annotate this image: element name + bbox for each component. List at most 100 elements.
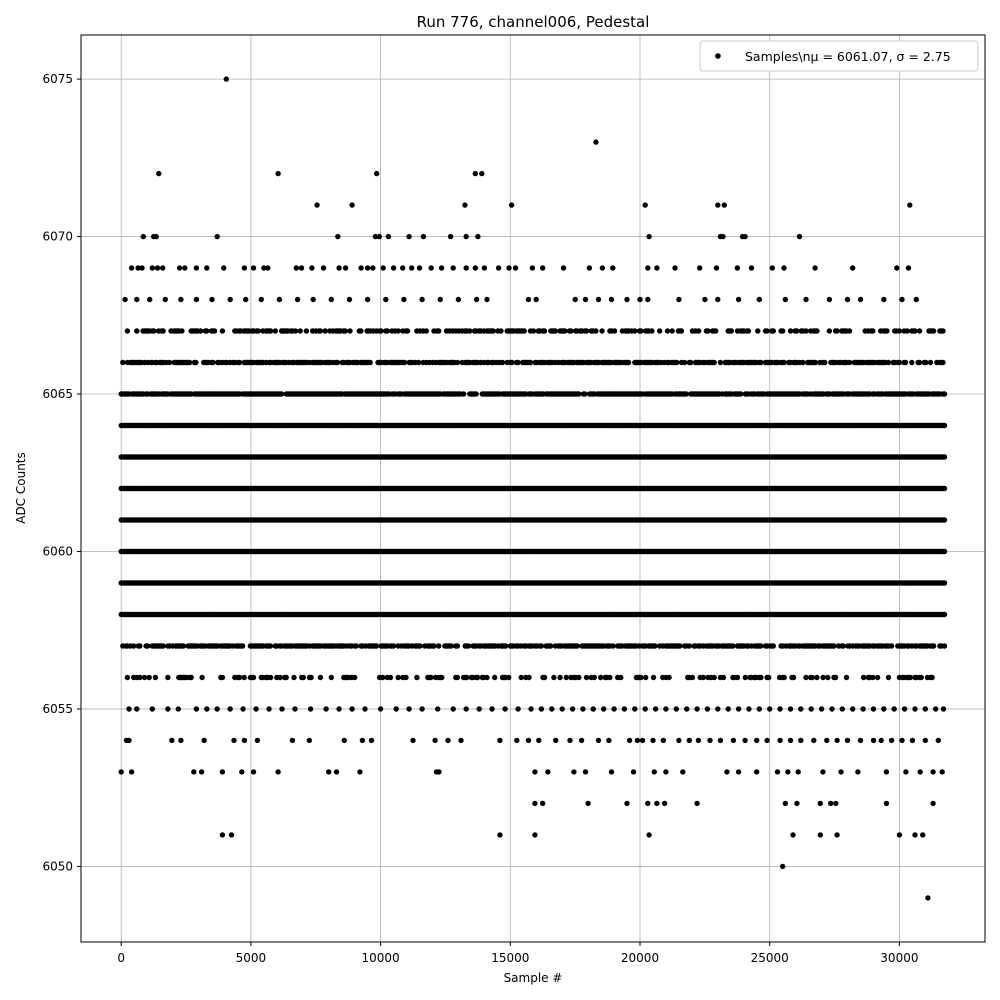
data-point bbox=[674, 359, 680, 366]
data-point bbox=[730, 643, 736, 649]
data-point bbox=[563, 674, 569, 681]
data-point bbox=[650, 674, 657, 681]
data-point bbox=[918, 674, 924, 681]
data-point bbox=[941, 643, 948, 649]
data-point bbox=[652, 643, 658, 649]
data-point bbox=[291, 674, 297, 681]
data-point bbox=[239, 643, 246, 649]
data-point bbox=[278, 391, 285, 397]
data-point bbox=[199, 674, 205, 681]
data-point bbox=[152, 674, 159, 681]
data-point bbox=[814, 674, 820, 681]
data-point bbox=[803, 674, 809, 681]
data-point bbox=[860, 674, 867, 681]
data-point bbox=[711, 674, 717, 681]
data-point bbox=[941, 548, 948, 555]
data-point bbox=[454, 674, 461, 681]
data-point bbox=[820, 674, 826, 681]
data-point bbox=[770, 643, 776, 649]
data-point bbox=[758, 643, 764, 649]
data-point bbox=[515, 359, 521, 366]
data-point bbox=[930, 643, 937, 649]
data-point bbox=[165, 674, 171, 681]
data-point bbox=[352, 674, 358, 681]
data-point bbox=[145, 643, 151, 649]
data-point bbox=[941, 391, 948, 397]
data-point bbox=[328, 674, 334, 681]
data-point bbox=[638, 674, 644, 681]
data-point bbox=[187, 359, 193, 366]
data-point bbox=[436, 643, 442, 649]
data-point bbox=[219, 674, 226, 681]
data-point bbox=[870, 674, 876, 681]
data-point bbox=[538, 643, 545, 649]
data-point bbox=[454, 643, 461, 649]
data-point bbox=[367, 359, 373, 366]
data-point bbox=[557, 674, 563, 681]
data-point bbox=[460, 391, 467, 397]
data-point bbox=[576, 674, 582, 681]
data-point bbox=[250, 674, 257, 681]
data-point bbox=[387, 674, 394, 681]
data-point bbox=[390, 643, 397, 649]
data-point bbox=[843, 674, 850, 681]
data-point bbox=[643, 674, 649, 681]
data-point bbox=[840, 643, 847, 649]
data-point bbox=[403, 674, 409, 681]
data-point bbox=[353, 643, 359, 649]
data-point bbox=[267, 643, 274, 649]
data-point bbox=[431, 643, 437, 649]
data-point bbox=[766, 674, 772, 681]
data-point bbox=[574, 643, 580, 649]
data-point bbox=[576, 391, 582, 397]
data-point bbox=[193, 359, 199, 366]
data-point bbox=[683, 391, 689, 397]
data-point bbox=[334, 359, 341, 366]
data-point bbox=[781, 674, 787, 681]
data-point bbox=[527, 359, 534, 366]
data-point bbox=[758, 674, 764, 681]
data-point bbox=[267, 674, 274, 681]
data-point bbox=[180, 643, 187, 649]
data-point bbox=[473, 391, 479, 397]
data-point bbox=[439, 674, 445, 681]
data-point bbox=[720, 674, 727, 681]
data-point bbox=[474, 674, 481, 681]
data-point bbox=[907, 674, 913, 681]
data-point bbox=[548, 643, 554, 649]
data-point bbox=[737, 391, 744, 397]
data-point bbox=[941, 517, 948, 523]
data-point bbox=[141, 674, 148, 681]
data-point bbox=[591, 674, 597, 681]
data-point bbox=[414, 674, 420, 681]
data-point bbox=[607, 674, 613, 681]
data-point bbox=[137, 643, 143, 649]
data-point bbox=[874, 674, 881, 681]
data-point bbox=[929, 674, 935, 681]
data-point bbox=[941, 580, 948, 586]
data-point bbox=[417, 643, 423, 649]
data-point bbox=[541, 674, 548, 681]
data-point bbox=[317, 674, 324, 681]
data-point bbox=[689, 674, 696, 681]
data-point bbox=[825, 674, 831, 681]
data-point bbox=[734, 674, 741, 681]
data-point bbox=[137, 674, 143, 681]
data-points bbox=[118, 76, 948, 901]
data-point bbox=[146, 674, 152, 681]
data-point bbox=[888, 643, 895, 649]
data-point bbox=[300, 674, 306, 681]
data-point bbox=[582, 391, 588, 397]
data-point bbox=[124, 674, 131, 681]
data-point bbox=[677, 643, 683, 649]
data-point bbox=[160, 643, 166, 649]
data-point bbox=[277, 674, 283, 681]
data-point bbox=[509, 359, 515, 366]
data-point bbox=[506, 674, 512, 681]
data-point bbox=[681, 359, 688, 366]
data-point bbox=[518, 674, 524, 681]
data-point bbox=[241, 674, 247, 681]
data-point bbox=[465, 643, 471, 649]
data-point bbox=[380, 674, 386, 681]
